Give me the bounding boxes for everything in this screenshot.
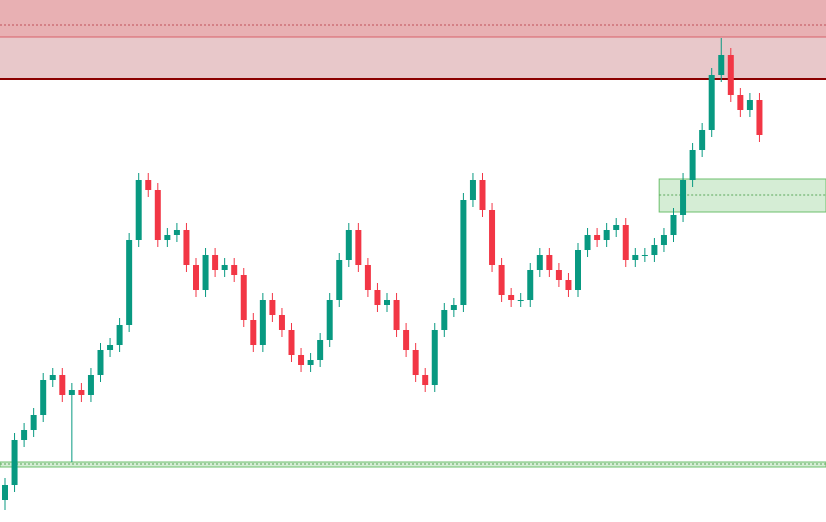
candle-body [393,300,400,330]
candle-body [441,310,448,330]
candle-body [412,350,419,375]
candle-body [641,255,648,256]
candle-body [584,235,591,250]
candle-body [59,375,66,395]
candle-body [536,255,543,270]
candle-body [575,250,581,290]
candle-body [345,230,352,260]
candle-body [97,350,104,375]
candle-body [603,230,610,240]
candle-body [469,180,476,200]
candle-body [2,485,8,500]
candle-body [680,180,687,215]
candle-body [145,180,152,190]
candle-body [30,415,37,430]
candle-body [154,190,161,240]
candle-body [68,390,75,395]
candle-body [326,300,333,340]
candle-body [594,235,601,240]
candle-body [135,180,142,240]
candle-body [689,150,696,180]
candle-body [746,100,753,110]
candle-body [508,295,515,300]
candle-body [231,265,238,275]
candle-body [374,290,381,305]
candle-body [317,340,324,360]
candle-body [517,300,524,301]
candle-body [632,255,639,260]
candle-body [87,375,94,395]
candle-body [756,100,763,135]
candle-body [450,305,457,310]
zone [658,178,826,213]
candle-body [250,320,257,345]
candle-body [298,355,305,365]
zone [0,0,826,37]
candle-body [622,225,629,260]
candle-body [355,230,362,265]
candle-body [489,210,496,265]
candle-body [546,255,553,270]
candle-body [11,440,18,485]
candle-body [78,390,85,395]
candle-body [107,345,114,350]
candle-body [565,280,572,290]
candle-body [422,375,429,385]
candle-body [431,330,438,385]
candle-body [269,300,276,315]
candle-body [737,95,744,110]
candle-body [116,325,123,345]
candle-body [173,230,180,235]
candle-body [699,130,706,150]
candle-body [460,200,467,305]
candle-body [288,330,295,355]
candle-body [183,230,190,265]
candle-body [403,330,410,350]
candle-body [212,255,219,270]
candle-body [364,265,371,290]
candle-body [259,300,266,345]
candle-body [49,375,56,380]
candle-body [498,265,505,295]
candle-body [193,265,199,290]
candle-body [718,55,725,75]
candle-body [21,430,28,440]
candle-body [479,180,486,210]
candle-body [708,75,715,130]
candle-body [278,315,285,330]
candle-body [240,275,247,320]
candle-body [307,360,314,365]
candle-body [202,255,209,290]
candle-body [221,265,228,270]
candle-body [126,240,133,325]
candle-body [384,300,390,305]
candle-body [40,380,47,415]
candle-body [651,245,658,255]
candle-body [613,225,620,230]
candle-body [660,235,667,245]
candle-body [670,215,677,235]
candle-body [555,270,562,280]
candle-body [527,270,534,300]
candle-body [164,235,171,240]
candle-body [727,55,734,95]
candle-body [336,260,343,300]
